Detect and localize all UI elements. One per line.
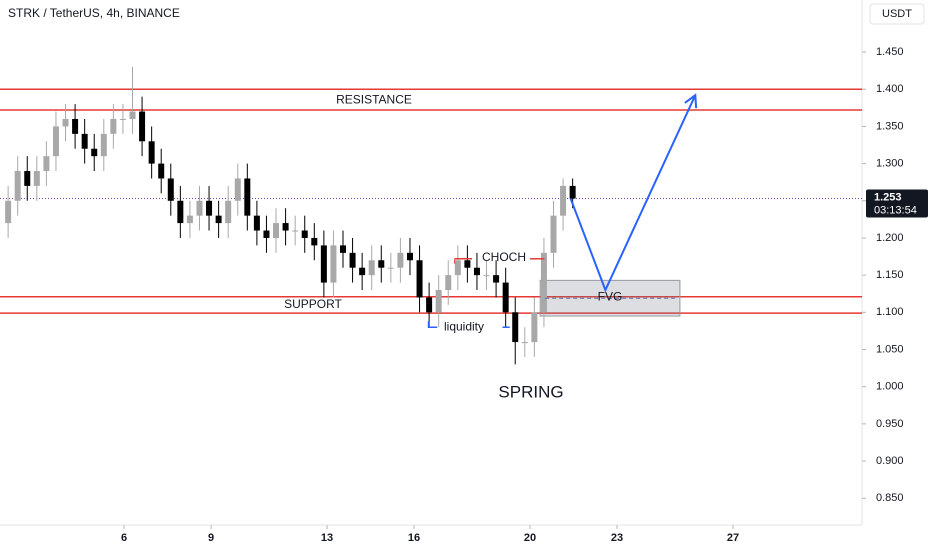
x-tick-label: 16 (408, 532, 420, 544)
candle-body (148, 141, 155, 164)
y-tick-label: 0.850 (876, 492, 904, 504)
candle-body (177, 200, 184, 224)
currency-button-label[interactable]: USDT (882, 8, 912, 20)
candle-body (43, 156, 50, 172)
y-tick-label: 1.000 (876, 381, 904, 393)
x-tick-label: 6 (121, 532, 127, 544)
candle-body (62, 118, 69, 127)
price-tag-value: 1.253 (874, 191, 902, 203)
candle-body (244, 178, 251, 216)
candle-body (560, 185, 567, 216)
candle-body (292, 230, 299, 232)
x-tick-label: 27 (727, 532, 739, 544)
candle-body (387, 267, 394, 269)
projection-path (569, 94, 697, 293)
currency-button[interactable] (869, 3, 925, 25)
choch-label: CHOCH (482, 250, 526, 264)
y-tick-label: 1.200 (876, 232, 904, 244)
candle-body (33, 171, 40, 186)
candle-body (320, 245, 327, 283)
y-tick-label: 0.950 (876, 418, 904, 430)
candle-body (340, 245, 347, 253)
candle-body (473, 267, 480, 276)
x-tick-label: 13 (321, 532, 333, 544)
candle-body (91, 148, 98, 157)
chart-title: STRK / TetherUS, 4h, BINANCE (8, 6, 180, 20)
candle-body (234, 178, 241, 201)
candle-body (158, 163, 165, 179)
candle-body (100, 133, 107, 157)
candle-body (330, 245, 337, 283)
y-tick-label: 1.400 (876, 83, 904, 95)
candle-body (24, 171, 31, 186)
candle-body (521, 342, 528, 344)
candle-body (196, 200, 203, 216)
candle-body (301, 230, 308, 238)
candle-body (368, 260, 375, 276)
x-tick-label: 23 (611, 532, 623, 544)
candle-body (14, 171, 21, 201)
candle-body (550, 215, 557, 253)
candle-body (359, 267, 366, 276)
candle-body (110, 118, 117, 134)
liquidity-bracket (427, 321, 438, 328)
candle-body (454, 260, 461, 276)
candle-body (502, 282, 509, 313)
candle-body (225, 200, 232, 224)
candle-body (119, 118, 126, 120)
candle-body (397, 252, 404, 268)
candle-body (72, 118, 79, 134)
y-tick-label: 1.100 (876, 306, 904, 318)
candle-body (483, 275, 490, 277)
y-tick-label: 1.450 (876, 46, 904, 58)
price-tag (866, 189, 928, 218)
fvg-label: FVG (598, 289, 623, 303)
candle-body (311, 237, 318, 246)
candle-body (378, 260, 385, 268)
liquidity-label: liquidity (444, 319, 484, 333)
y-tick-label: 1.350 (876, 120, 904, 132)
candle-body (540, 252, 547, 313)
x-tick-label: 9 (208, 532, 214, 544)
candle-body (167, 178, 174, 201)
price-tag-countdown: 03:13:54 (874, 204, 917, 216)
candle-body (426, 297, 433, 313)
candle-body (129, 111, 136, 119)
candle-body (445, 275, 452, 291)
candle-body (206, 200, 213, 216)
y-tick-label: 1.150 (876, 269, 904, 281)
level-label: RESISTANCE (336, 92, 412, 106)
candle-body (464, 260, 471, 268)
candle-body (416, 260, 423, 298)
candle-body (569, 185, 576, 199)
candle-body (273, 223, 280, 238)
candle-body (263, 230, 270, 238)
candle-body (282, 223, 289, 231)
candle-body (512, 312, 519, 343)
candle-body (186, 215, 193, 224)
candle-body (215, 215, 222, 224)
level-label: SUPPORT (284, 297, 342, 311)
candle-body (349, 252, 356, 268)
spring-label: SPRING (498, 382, 563, 401)
candle-body (81, 133, 88, 149)
y-tick-label: 0.900 (876, 455, 904, 467)
candle-body (139, 111, 146, 142)
candle-body (253, 215, 260, 231)
candle-body (406, 252, 413, 261)
candle-body (52, 126, 59, 157)
y-tick-label: 1.050 (876, 343, 904, 355)
y-tick-label: 1.300 (876, 158, 904, 170)
candle-body (435, 290, 442, 313)
candle-body (5, 200, 12, 224)
candle-body (493, 275, 500, 283)
x-tick-label: 20 (524, 532, 536, 544)
candle-body (531, 312, 538, 343)
projection-arrowhead (684, 93, 698, 109)
